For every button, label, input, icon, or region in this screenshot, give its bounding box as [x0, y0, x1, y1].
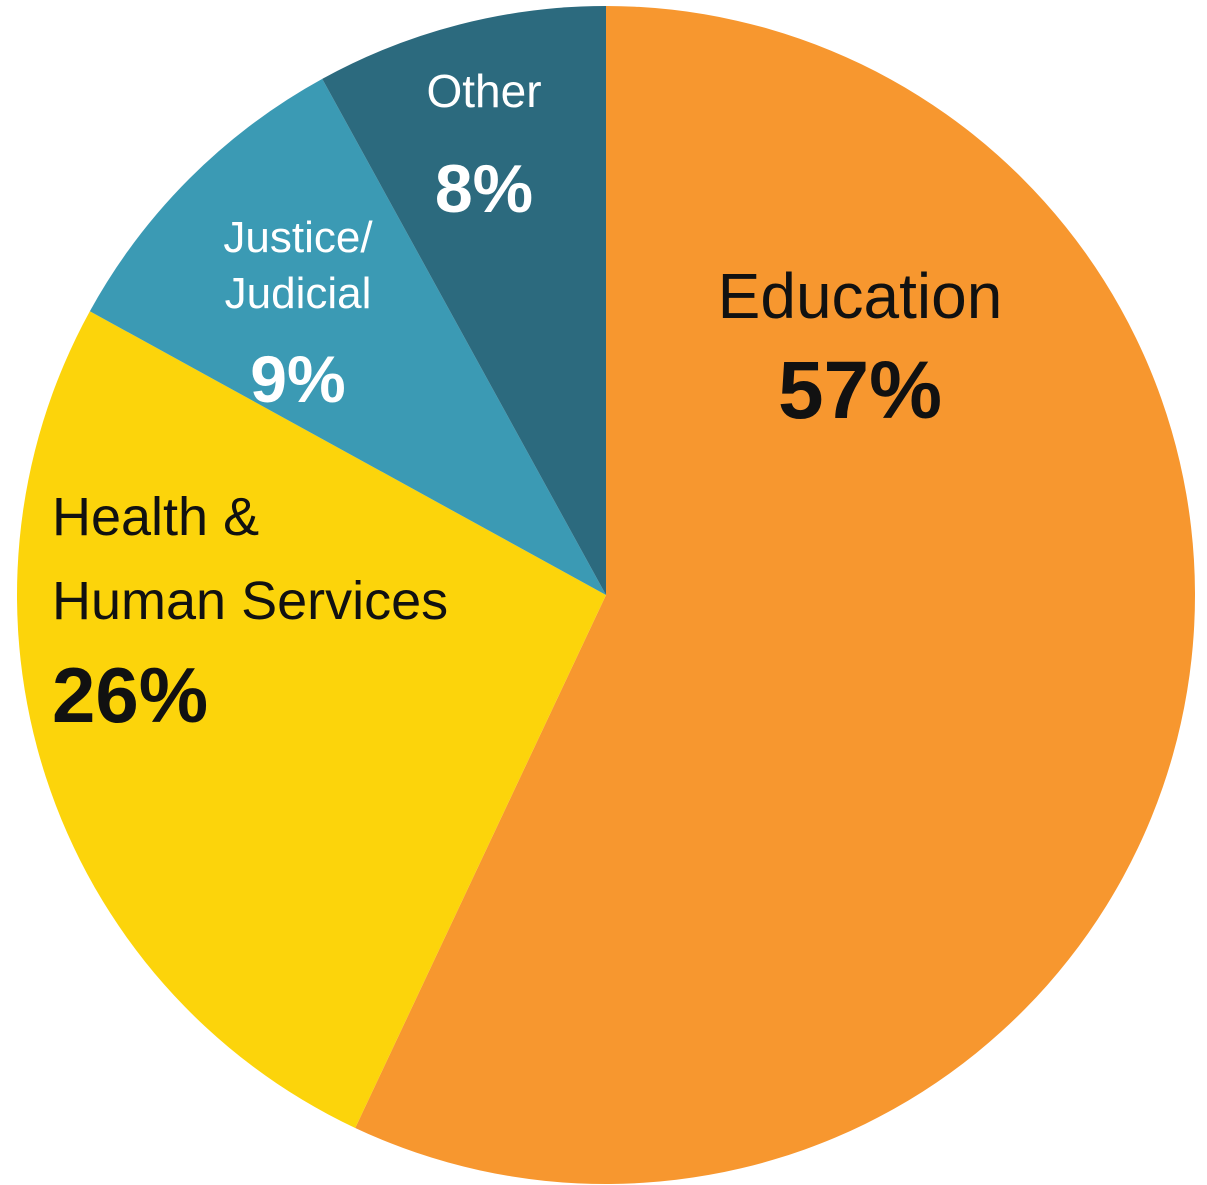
slice-label-line: Health &	[52, 487, 259, 547]
slice-label-line: Other	[426, 65, 541, 117]
pie-slice-health-human-services	[16, 311, 607, 1128]
slice-label-justice-judicial: Justice/Judicial	[223, 213, 373, 318]
slice-label-line: Judicial	[225, 269, 372, 318]
pie-slices	[16, 6, 1195, 1184]
pie-labels: Education 57% Health & Human Services 26% Jus…	[52, 65, 1002, 739]
slice-label-education: Education	[718, 260, 1003, 332]
slice-label-health-human-services: Health & Human Services	[52, 487, 448, 631]
slice-label-line: Justice/	[223, 213, 373, 262]
slice-value-health-human-services: 26%	[52, 651, 208, 739]
slice-label-other: Other	[426, 65, 541, 117]
pie-slice-education	[355, 6, 1195, 1184]
slice-label-line: Education	[718, 260, 1003, 332]
slice-label-line: Human Services	[52, 571, 448, 631]
pie-slice-justice-judicial	[89, 78, 607, 596]
pie-slice-other	[322, 6, 606, 595]
slice-value-education: 57%	[778, 345, 942, 436]
slice-value-other: 8%	[435, 151, 533, 227]
slice-value-justice-judicial: 9%	[250, 342, 345, 416]
